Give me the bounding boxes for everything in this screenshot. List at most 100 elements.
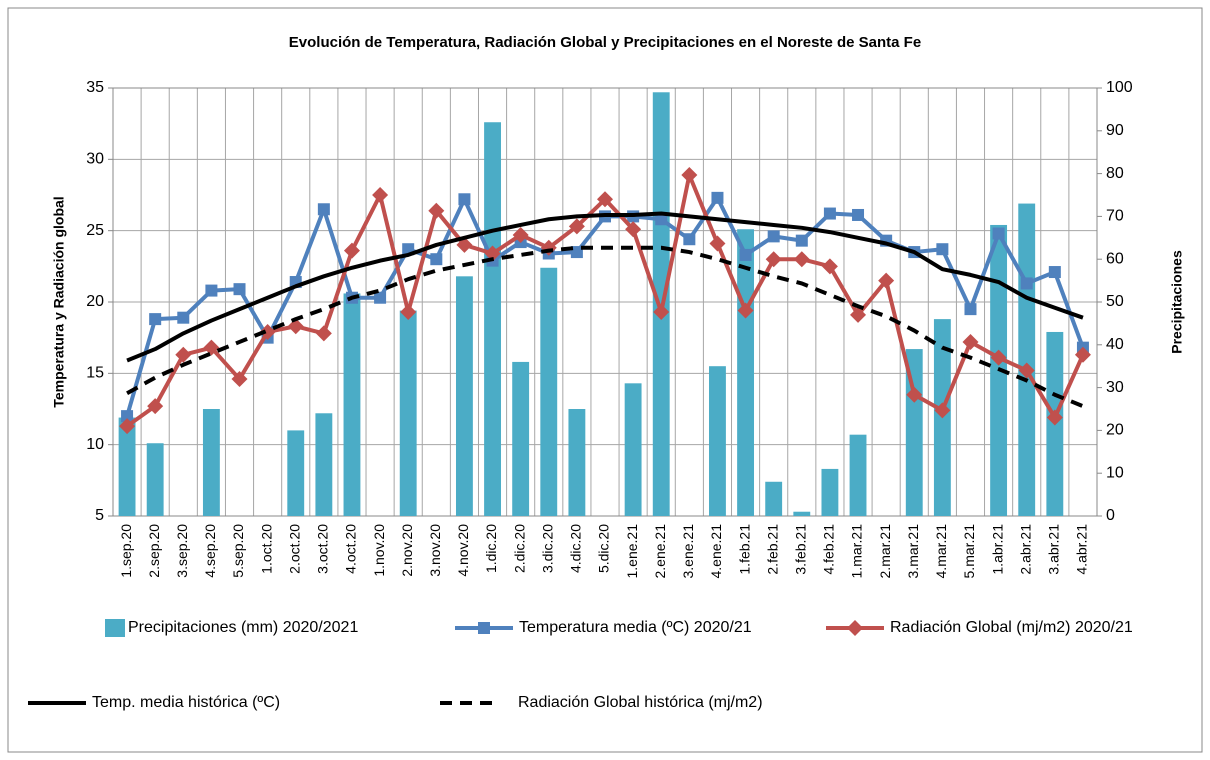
legend-label: Temp. media histórica (ºC) [92, 694, 280, 711]
marker [259, 323, 276, 340]
x-tick-label: 2.mar.21 [877, 524, 893, 579]
bar [821, 468, 839, 516]
x-tick-label: 3.abr.21 [1046, 524, 1062, 575]
legend-marker [478, 622, 490, 634]
x-tick-label: 3.nov.20 [427, 524, 443, 577]
marker [458, 193, 471, 206]
marker [795, 234, 808, 247]
marker [428, 202, 445, 219]
marker [936, 243, 949, 256]
marker [683, 233, 696, 246]
x-tick-label: 3.ene.21 [680, 524, 696, 579]
marker [121, 410, 134, 423]
y2-tick-label: 100 [1106, 79, 1133, 96]
bar [512, 361, 530, 516]
marker [231, 371, 248, 388]
bar [455, 276, 473, 516]
marker [711, 191, 724, 204]
marker [177, 311, 190, 324]
marker [456, 236, 473, 253]
marker [343, 242, 360, 259]
x-tick-label: 2.sep.20 [146, 524, 162, 578]
x-tick-label: 4.abr.21 [1074, 524, 1090, 575]
marker [992, 227, 1005, 240]
bar [1018, 203, 1036, 516]
x-tick-label: 4.ene.21 [708, 524, 724, 579]
y-axis-label: Temperatura y Radiación global [51, 196, 67, 407]
y-tick-label: 5 [95, 507, 104, 524]
marker [793, 251, 810, 268]
marker [175, 346, 192, 363]
y2-tick-label: 80 [1106, 165, 1124, 182]
x-tick-label: 1.feb.21 [736, 524, 752, 575]
marker [653, 303, 670, 320]
marker [1018, 362, 1035, 379]
marker [317, 203, 330, 216]
bar [287, 430, 305, 516]
bar [709, 366, 726, 516]
bar [737, 229, 755, 517]
marker [568, 218, 585, 235]
marker [119, 418, 136, 435]
x-tick-label: 4.mar.21 [933, 524, 949, 579]
marker [709, 235, 726, 252]
bar [118, 417, 136, 516]
x-tick-label: 4.feb.21 [821, 524, 837, 575]
y2-axis-label: Precipitaciones [1169, 250, 1185, 354]
x-tick-label: 1.sep.20 [118, 524, 134, 578]
x-tick-label: 4.sep.20 [202, 524, 218, 578]
bar [540, 267, 558, 516]
x-tick-label: 2.feb.21 [764, 524, 780, 575]
y-tick-label: 20 [86, 293, 104, 310]
y2-tick-label: 90 [1106, 122, 1124, 139]
legend-label: Radiación Global (mj/m2) 2020/21 [890, 619, 1133, 636]
x-tick-label: 4.oct.20 [343, 524, 359, 574]
y-tick-label: 15 [86, 365, 104, 382]
x-tick-label: 1.dic.20 [483, 524, 499, 573]
line [126, 245, 1084, 409]
marker [962, 333, 979, 350]
x-tick-label: 4.nov.20 [455, 524, 471, 577]
x-tick-label: 3.feb.21 [793, 524, 809, 575]
x-tick-label: 3.dic.20 [539, 524, 555, 573]
legend-marker [847, 620, 863, 636]
marker [625, 221, 642, 238]
marker [1074, 346, 1091, 363]
marker [203, 339, 220, 356]
marker [315, 325, 332, 342]
x-tick-label: 2.abr.21 [1017, 524, 1033, 575]
bar [793, 511, 811, 516]
marker [430, 253, 443, 266]
plot-border [112, 87, 1098, 517]
marker [1046, 409, 1063, 426]
x-tick-label: 5.dic.20 [596, 524, 612, 573]
legend-swatch [105, 619, 125, 637]
marker [906, 386, 923, 403]
marker [878, 272, 895, 289]
bar [568, 409, 586, 516]
x-tick-label: 3.sep.20 [174, 524, 190, 578]
x-tick-label: 4.dic.20 [568, 524, 584, 573]
y-tick-label: 10 [86, 436, 104, 453]
y2-tick-label: 30 [1106, 379, 1124, 396]
x-tick-label: 2.oct.20 [286, 524, 302, 574]
marker [739, 248, 752, 261]
marker [570, 246, 583, 259]
marker [1048, 266, 1061, 279]
marker [287, 318, 304, 335]
x-tick-label: 1.ene.21 [624, 524, 640, 579]
x-tick-label: 1.nov.20 [371, 524, 387, 577]
line [126, 211, 1084, 363]
bar [399, 310, 417, 516]
marker [850, 306, 867, 323]
marker [512, 226, 529, 243]
bar [343, 293, 361, 516]
x-tick-label: 5.mar.21 [961, 524, 977, 579]
bar [765, 481, 783, 516]
legend-label: Precipitaciones (mm) 2020/2021 [128, 619, 358, 636]
y-tick-label: 30 [86, 151, 104, 168]
marker [233, 283, 246, 296]
marker [852, 208, 865, 221]
marker [372, 187, 389, 203]
bar [849, 434, 867, 516]
